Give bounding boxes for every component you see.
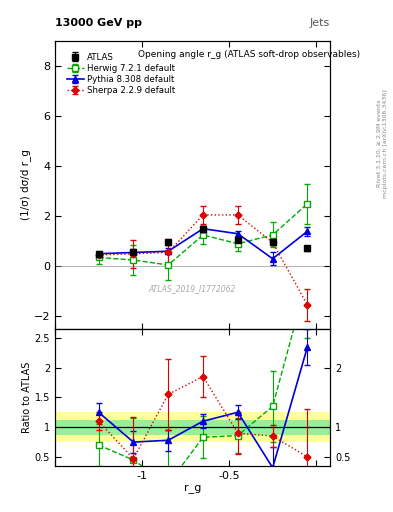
Text: 13000 GeV pp: 13000 GeV pp	[55, 18, 142, 28]
X-axis label: r_g: r_g	[184, 483, 201, 494]
Text: Opening angle r_g (ATLAS soft-drop observables): Opening angle r_g (ATLAS soft-drop obser…	[138, 50, 360, 58]
Legend: ATLAS, Herwig 7.2.1 default, Pythia 8.308 default, Sherpa 2.2.9 default: ATLAS, Herwig 7.2.1 default, Pythia 8.30…	[65, 51, 177, 97]
Bar	[55, 412, 330, 442]
Text: Jets: Jets	[310, 18, 330, 28]
Y-axis label: Ratio to ATLAS: Ratio to ATLAS	[22, 361, 32, 433]
Text: Rivet 3.1.10, ≥ 2.9M events: Rivet 3.1.10, ≥ 2.9M events	[377, 99, 382, 187]
Y-axis label: (1/σ) dσ/d r_g: (1/σ) dσ/d r_g	[20, 150, 31, 220]
Bar	[55, 420, 330, 435]
Text: mcplots.cern.ch [arXiv:1306.3436]: mcplots.cern.ch [arXiv:1306.3436]	[383, 89, 387, 198]
Text: ATLAS_2019_I1772062: ATLAS_2019_I1772062	[149, 284, 236, 293]
